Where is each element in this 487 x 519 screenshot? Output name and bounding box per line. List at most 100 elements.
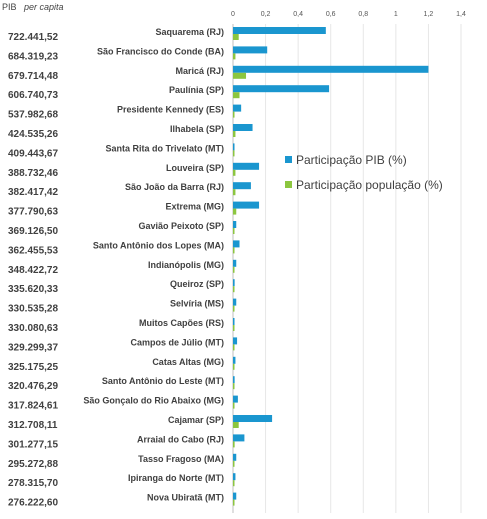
table-row: 409.443,67 Santa Rita do Trivelato (MT): [8, 143, 224, 159]
bar-participacao-populacao: [233, 266, 235, 273]
table-row: 330.080,63 Muitos Capões (RS): [8, 318, 224, 334]
x-tick-label: 1,4: [456, 11, 466, 18]
bar-participacao-pib: [233, 356, 236, 364]
table-row: 606.740,73 Paulínia (SP): [8, 85, 224, 101]
bar-participacao-pib: [233, 27, 326, 34]
table-row: 317.824,61 São Gonçalo do Rio Abaixo (MG): [8, 396, 224, 412]
table-row: 537.982,68 Presidente Kennedy (ES): [8, 105, 224, 121]
bar-participacao-populacao: [233, 480, 235, 487]
category-rows: 722.441,52 Saquarema (RJ) 684.319,23 São Fr…: [8, 27, 224, 509]
bar-participacao-populacao: [233, 402, 235, 409]
x-tick-label: 0,4: [293, 11, 303, 18]
table-row: 335.620,33 Queiroz (SP): [8, 279, 224, 295]
category-label: Ilhabela (SP): [170, 124, 224, 134]
bar-participacao-pib: [233, 124, 253, 131]
bar-participacao-populacao: [233, 169, 236, 176]
bar-participacao-populacao: [233, 131, 236, 137]
x-tick-label: 0,6: [326, 11, 336, 18]
bar-participacao-populacao: [233, 344, 235, 351]
table-row: 276.222,60 Nova Ubiratã (MT): [8, 493, 224, 509]
pib-per-capita-value: 317.824,61: [8, 401, 58, 412]
x-tick-label: 0: [231, 11, 235, 18]
gridlines: [232, 24, 462, 513]
bar-participacao-pib: [233, 453, 237, 461]
pib-per-capita-value: 301.277,15: [8, 439, 58, 450]
header-title: PIB per capita: [2, 0, 64, 14]
bar-participacao-pib: [233, 65, 429, 73]
table-row: 329.299,37 Campos de Júlio (MT): [8, 337, 224, 353]
bar-participacao-pib: [233, 104, 242, 112]
x-tick-label: 0,2: [261, 11, 271, 18]
bar-participacao-pib: [233, 376, 235, 384]
category-label: Muitos Capões (RS): [139, 318, 224, 328]
bar-participacao-populacao: [233, 247, 235, 254]
table-row: 362.455,53 Santo Antônio dos Lopes (MA): [8, 240, 224, 256]
bar-participacao-pib: [233, 473, 236, 481]
category-label: Santa Rita do Trivelato (MT): [105, 143, 224, 153]
pib-per-capita-value: 679.714,48: [8, 71, 58, 82]
bar-participacao-populacao: [233, 34, 239, 40]
legend-entry-pib: Participação PIB (%): [285, 153, 407, 167]
pib-per-capita-value: 537.982,68: [8, 110, 58, 121]
bar-participacao-populacao: [233, 363, 235, 370]
category-label: Santo Antônio do Leste (MT): [102, 376, 224, 386]
pib-per-capita-value: 409.443,67: [8, 148, 58, 159]
header-prefix: PIB: [2, 2, 17, 12]
table-row: 348.422,72 Indianópolis (MG): [8, 260, 224, 276]
category-label: Cajamar (SP): [168, 415, 224, 425]
pib-per-capita-value: 424.535,26: [8, 129, 58, 140]
bar-participacao-pib: [233, 415, 273, 422]
category-label: Gavião Peixoto (SP): [138, 221, 224, 231]
category-label: Arraial do Cabo (RJ): [137, 434, 224, 444]
x-axis-ticks: 0 0,2 0,4 0,6 0,8 1 1,2 1,4: [231, 11, 466, 18]
table-row: 382.417,42 São João da Barra (RJ): [8, 182, 224, 198]
category-label: Queiroz (SP): [170, 279, 224, 289]
category-label: São Francisco do Conde (BA): [97, 46, 224, 56]
x-tick-label: 1: [394, 11, 398, 18]
table-row: 295.272,88 Tasso Fragoso (MA): [8, 454, 224, 470]
legend-label-populacao: Participação população (%): [296, 178, 443, 192]
pib-per-capita-value: 335.620,33: [8, 284, 58, 295]
category-label: Saquarema (RJ): [155, 27, 224, 37]
bar-participacao-pib: [233, 201, 260, 209]
pib-per-capita-value: 684.319,23: [8, 51, 58, 62]
pib-per-capita-value: 348.422,72: [8, 265, 58, 276]
table-row: 369.126,50 Gavião Peixoto (SP): [8, 221, 224, 237]
legend-label-pib: Participação PIB (%): [296, 153, 407, 167]
bar-participacao-pib: [233, 85, 330, 93]
category-label: Extrema (MG): [165, 202, 224, 212]
table-row: 325.175,25 Catas Altas (MG): [8, 357, 224, 373]
pib-per-capita-value: 362.455,53: [8, 245, 58, 256]
x-tick-label: 1,2: [424, 11, 434, 18]
bar-participacao-pib: [233, 221, 237, 228]
pib-per-capita-value: 377.790,63: [8, 207, 58, 218]
category-label: São João da Barra (RJ): [125, 182, 224, 192]
bar-participacao-populacao: [233, 208, 237, 215]
bar-participacao-pib: [233, 434, 245, 442]
table-row: 320.476,29 Santo Antônio do Leste (MT): [8, 376, 224, 392]
table-row: 377.790,63 Extrema (MG): [8, 202, 224, 218]
bar-participacao-pib: [233, 46, 268, 54]
table-row: 684.319,23 São Francisco do Conde (BA): [8, 46, 224, 62]
bar-participacao-populacao: [233, 325, 235, 331]
table-row: 388.732,46 Louveira (SP): [8, 163, 224, 179]
legend-entry-populacao: Participação população (%): [285, 178, 443, 192]
bar-participacao-populacao: [233, 228, 235, 234]
bar-participacao-pib: [233, 240, 240, 248]
bar-participacao-populacao: [233, 72, 247, 79]
category-label: Indianópolis (MG): [148, 260, 224, 270]
table-row: 278.315,70 Ipiranga do Norte (MT): [8, 473, 224, 489]
category-label: Santo Antônio dos Lopes (MA): [93, 240, 224, 250]
category-label: Nova Ubiratã (MT): [147, 493, 224, 503]
bar-participacao-populacao: [233, 460, 235, 467]
pib-per-capita-value: 320.476,29: [8, 381, 58, 392]
bar-participacao-populacao: [233, 53, 236, 60]
table-row: 312.708,11 Cajamar (SP): [8, 415, 224, 431]
pib-per-capita-value: 382.417,42: [8, 187, 58, 198]
pib-per-capita-value: 278.315,70: [8, 478, 58, 489]
header-suffix: per capita: [23, 2, 64, 12]
category-label: Maricá (RJ): [175, 66, 224, 76]
bar-participacao-pib: [233, 259, 237, 267]
pib-per-capita-value: 312.708,11: [8, 420, 58, 431]
